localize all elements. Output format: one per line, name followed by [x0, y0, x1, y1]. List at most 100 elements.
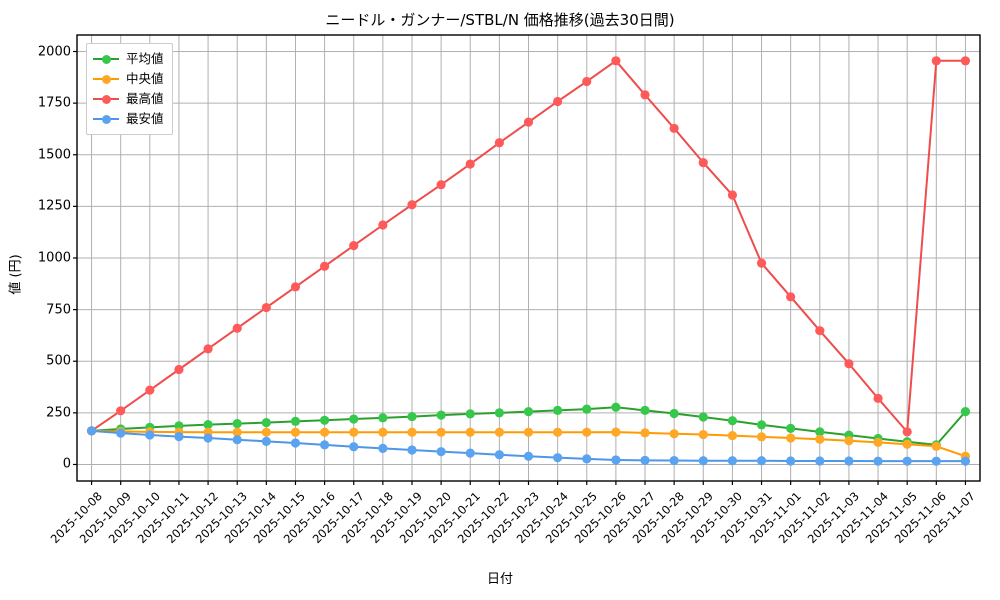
data-point	[815, 434, 825, 444]
data-point	[116, 428, 126, 438]
y-tick-label: 2000	[37, 44, 71, 60]
data-point	[931, 441, 941, 451]
data-point	[553, 427, 563, 437]
data-point	[203, 433, 213, 443]
data-point	[611, 455, 621, 465]
data-point	[669, 429, 679, 439]
data-point	[523, 451, 534, 461]
data-point	[232, 323, 242, 333]
chart-title: ニードル・ガンナー/STBL/N 価格推移(過去30日間)	[325, 11, 675, 29]
data-point	[902, 456, 912, 466]
legend-marker-icon	[93, 93, 119, 105]
data-point	[116, 406, 126, 416]
data-point	[727, 456, 738, 466]
data-point	[727, 416, 738, 426]
data-point	[931, 56, 941, 66]
data-point	[349, 414, 359, 424]
data-point	[582, 454, 592, 464]
y-tick-label: 1750	[37, 95, 71, 111]
data-point	[698, 456, 708, 466]
data-point	[465, 448, 475, 458]
data-point	[727, 190, 738, 200]
data-point	[436, 410, 446, 420]
data-point	[174, 364, 184, 375]
legend-item-3: 最安値	[93, 109, 164, 129]
data-point	[756, 420, 767, 430]
data-point	[145, 385, 155, 395]
data-point	[669, 455, 679, 466]
data-point	[261, 436, 271, 446]
data-point	[815, 456, 825, 466]
data-point	[465, 159, 475, 169]
data-point	[640, 90, 650, 100]
data-point	[873, 393, 883, 404]
data-point	[378, 443, 388, 453]
data-point	[756, 258, 767, 268]
data-point	[844, 359, 854, 369]
data-point	[436, 180, 446, 190]
legend-item-0: 平均値	[93, 49, 164, 69]
data-point	[611, 56, 621, 66]
data-point	[232, 418, 242, 429]
y-tick-label: 750	[46, 302, 71, 318]
data-point	[261, 427, 271, 437]
data-point	[640, 455, 650, 465]
data-point	[756, 432, 767, 442]
data-point	[698, 429, 708, 440]
data-point	[523, 427, 534, 437]
data-point	[319, 415, 330, 425]
data-point	[523, 407, 534, 417]
data-point	[815, 326, 825, 336]
legend-marker-icon	[93, 113, 119, 125]
data-point	[669, 408, 679, 419]
data-point	[902, 427, 912, 437]
data-point	[436, 447, 446, 457]
data-point	[960, 407, 971, 417]
data-point	[232, 435, 242, 445]
data-point	[698, 158, 708, 168]
data-point	[873, 456, 883, 466]
data-point	[582, 404, 592, 414]
chart-legend: 平均値中央値最高値最安値	[86, 43, 173, 135]
data-point	[407, 200, 417, 210]
data-point	[319, 261, 330, 271]
data-point	[844, 436, 854, 446]
legend-label: 中央値	[126, 71, 164, 86]
y-tick-label: 500	[46, 353, 71, 369]
data-point	[349, 442, 359, 452]
data-point	[786, 423, 796, 433]
y-tick-label: 1000	[37, 250, 71, 266]
data-point	[290, 282, 301, 292]
y-tick-label: 1250	[37, 198, 71, 214]
data-point	[378, 413, 388, 423]
data-point	[582, 427, 592, 437]
data-point	[582, 76, 592, 87]
data-point	[494, 138, 504, 148]
legend-item-2: 最高値	[93, 89, 164, 109]
y-tick-label: 0	[62, 456, 71, 472]
data-point	[407, 445, 417, 455]
data-point	[494, 450, 504, 460]
data-point	[319, 440, 330, 450]
data-point	[669, 123, 679, 133]
legend-label: 最高値	[126, 91, 164, 106]
data-point	[611, 427, 621, 437]
data-point	[756, 456, 767, 466]
data-point	[611, 402, 621, 412]
data-point	[349, 427, 359, 437]
legend-marker-icon	[93, 73, 119, 85]
data-point	[319, 427, 330, 437]
data-point	[349, 241, 359, 251]
data-point	[786, 292, 796, 302]
data-point	[553, 405, 563, 415]
data-point	[407, 427, 417, 437]
data-point	[436, 427, 446, 437]
data-point	[174, 432, 184, 442]
data-point	[931, 456, 941, 466]
data-point	[86, 426, 97, 436]
legend-label: 平均値	[126, 51, 164, 66]
data-point	[640, 405, 650, 415]
data-point	[844, 456, 854, 466]
